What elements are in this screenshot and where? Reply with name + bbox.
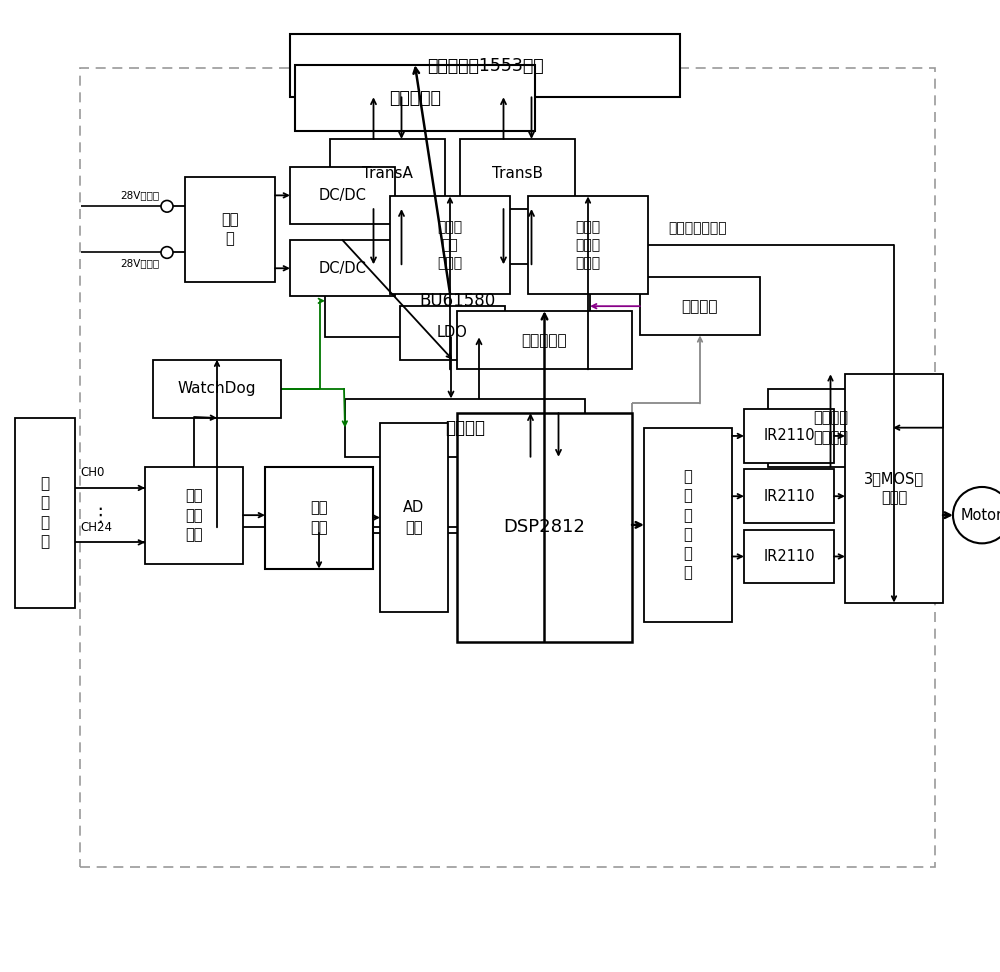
Text: IR2110: IR2110 — [763, 429, 815, 443]
Bar — [640, 277, 760, 335]
Text: 3相MOS管
桥电路: 3相MOS管 桥电路 — [864, 471, 924, 505]
Text: 多路
开关: 多路 开关 — [310, 501, 328, 535]
Bar — [153, 360, 281, 418]
Bar — [528, 196, 648, 294]
Text: 加热器
控制
继电器: 加热器 控制 继电器 — [437, 220, 463, 270]
Text: ⋮: ⋮ — [90, 505, 110, 525]
Bar — [390, 196, 510, 294]
Bar — [290, 240, 395, 296]
Circle shape — [161, 200, 173, 212]
Bar — [457, 413, 632, 642]
Bar — [744, 530, 834, 583]
Bar — [295, 65, 535, 131]
Bar — [265, 467, 373, 569]
Text: CH0: CH0 — [80, 467, 104, 479]
Bar — [290, 34, 680, 97]
Text: 电机供
电控制
继电器: 电机供 电控制 继电器 — [575, 220, 601, 270]
Text: LDO: LDO — [437, 326, 468, 340]
Bar — [185, 177, 275, 282]
Bar — [80, 68, 935, 867]
Bar — [768, 389, 893, 467]
Bar — [345, 399, 585, 457]
Bar — [744, 409, 834, 463]
Text: TransB: TransB — [492, 166, 543, 182]
Text: AD
模块: AD 模块 — [403, 501, 425, 535]
Bar — [330, 139, 445, 209]
Bar — [145, 467, 243, 564]
Text: TransA: TransA — [362, 166, 413, 182]
Text: 电
机
控
制
模
块: 电 机 控 制 模 块 — [684, 469, 692, 580]
Bar — [644, 428, 732, 622]
Text: 外
部
遥
测: 外 部 遥 测 — [40, 476, 50, 549]
Text: CH24: CH24 — [80, 521, 112, 534]
Text: IR2110: IR2110 — [763, 549, 815, 564]
Text: 数管计算机1553接口: 数管计算机1553接口 — [427, 56, 543, 75]
Bar — [380, 423, 448, 612]
Text: DC/DC: DC/DC — [319, 260, 366, 276]
Text: 滤波
器: 滤波 器 — [221, 212, 239, 247]
Bar — [457, 311, 632, 369]
Text: DSP2812: DSP2812 — [504, 518, 585, 537]
Bar — [744, 469, 834, 523]
Text: 继电器驱动: 继电器驱动 — [522, 332, 567, 348]
Text: DC/DC: DC/DC — [319, 188, 366, 203]
Bar — [15, 418, 75, 608]
Text: BU61580: BU61580 — [419, 292, 496, 310]
Text: 前端
信号
处理: 前端 信号 处理 — [185, 489, 203, 541]
Text: 电机转子
位置检测: 电机转子 位置检测 — [813, 410, 848, 445]
Circle shape — [953, 487, 1000, 543]
Text: IR2110: IR2110 — [763, 489, 815, 503]
Circle shape — [161, 247, 173, 259]
Text: 热沉加热器: 热沉加热器 — [389, 89, 441, 107]
Text: 电机加断电控制: 电机加断电控制 — [668, 222, 727, 235]
Text: Motor: Motor — [961, 507, 1000, 523]
Text: 译码电路: 译码电路 — [682, 298, 718, 314]
Bar — [845, 374, 943, 603]
Text: WatchDog: WatchDog — [178, 381, 256, 397]
Text: 28V母线正: 28V母线正 — [120, 191, 159, 200]
Bar — [400, 306, 505, 360]
Text: 28V母线负: 28V母线负 — [120, 259, 159, 268]
Bar — [460, 139, 575, 209]
Bar — [290, 167, 395, 224]
Text: 电平转换: 电平转换 — [445, 419, 485, 436]
Bar — [325, 264, 590, 337]
